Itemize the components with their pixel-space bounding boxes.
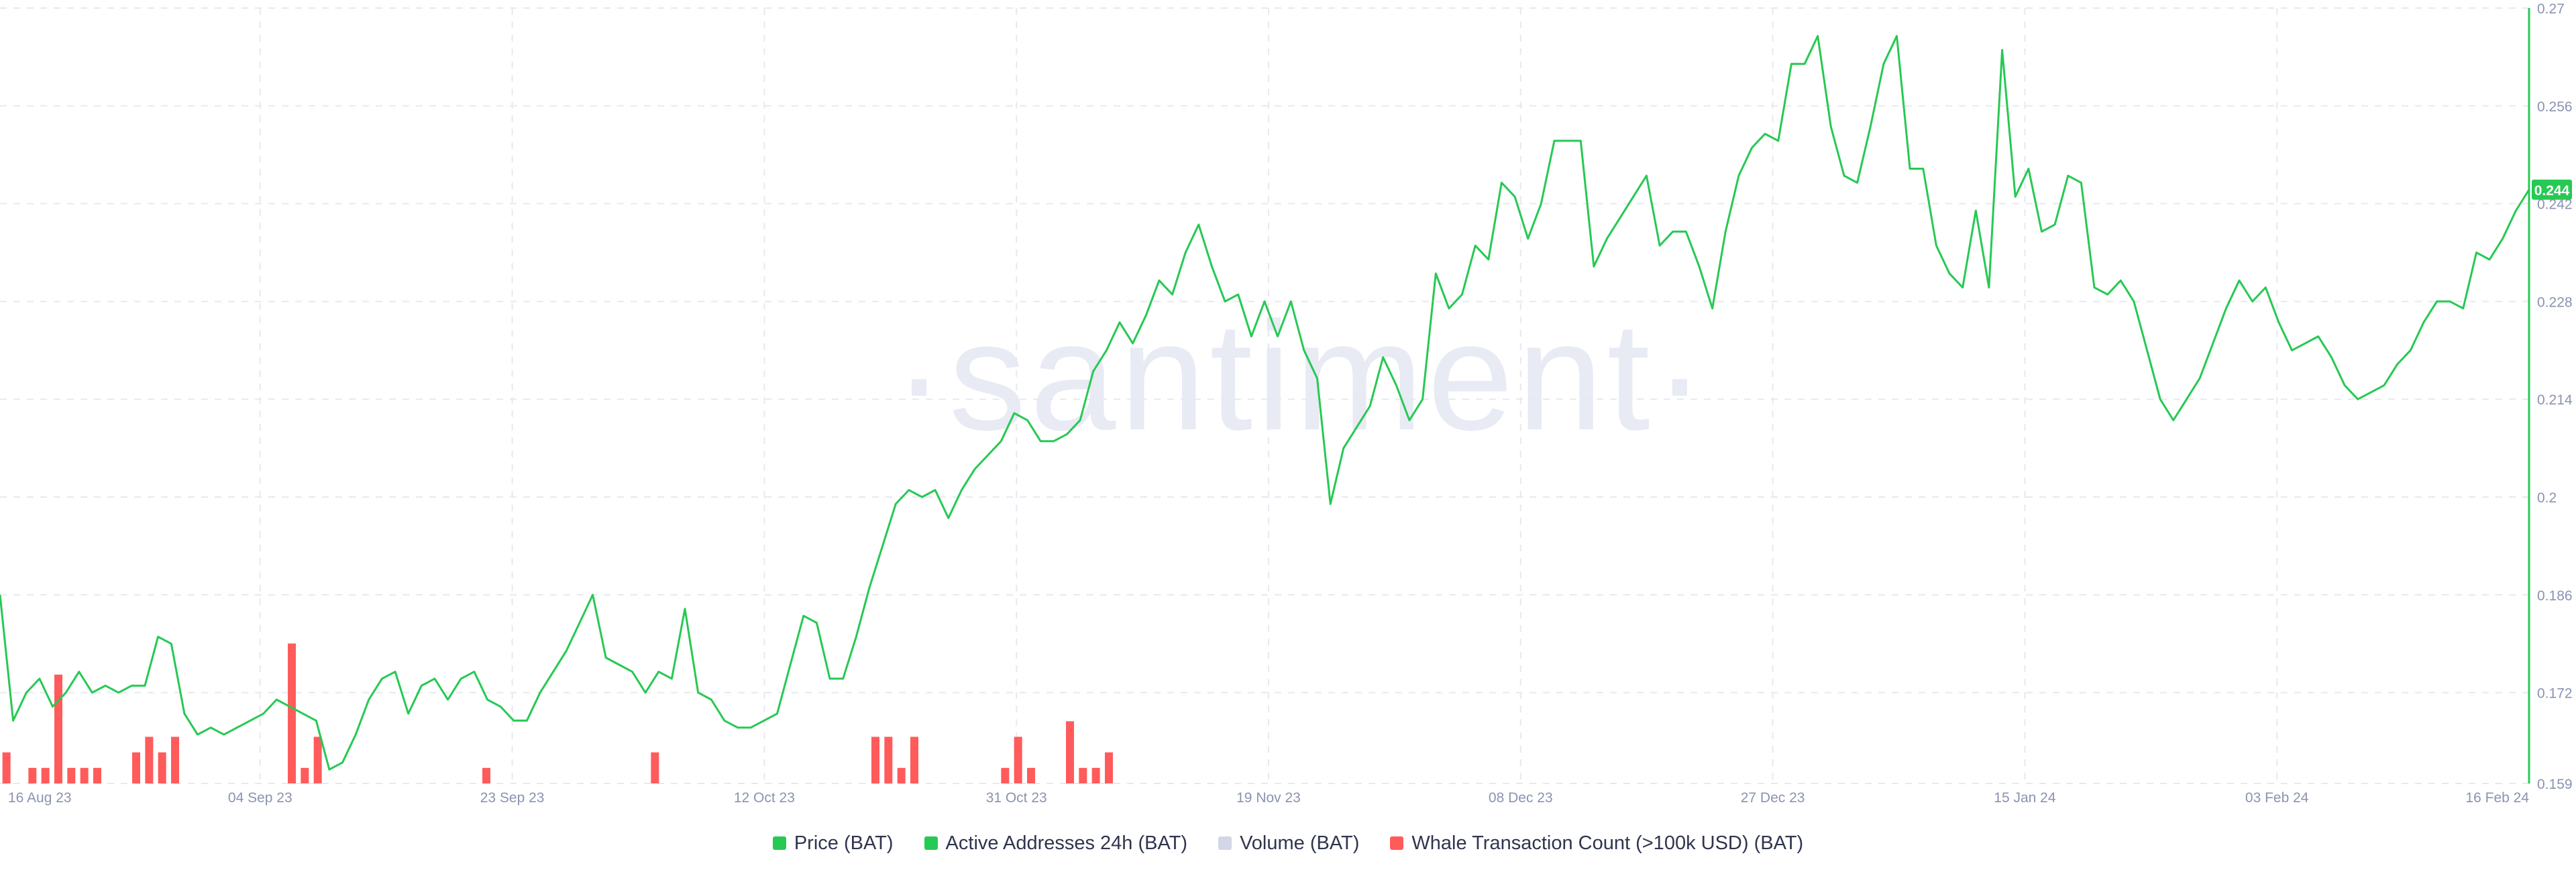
whale-bar [41, 767, 50, 783]
whale-bar [313, 737, 322, 783]
whale-bar [145, 737, 154, 783]
y-tick-label: 0.242 [2537, 197, 2573, 213]
legend-label-price: Price (BAT) [794, 832, 894, 854]
y-tick-label: 0.172 [2537, 686, 2573, 702]
legend-swatch-volume [1218, 836, 1232, 850]
chart-svg: ·santiment· 0.159 0.172 0.186 0.2 0.214 0.228 0… [0, 1, 2573, 806]
legend-item-whale[interactable]: Whale Transaction Count (>100k USD) (BAT… [1390, 832, 1803, 855]
legend-label-active-addresses: Active Addresses 24h (BAT) [945, 832, 1188, 854]
y-tick-label: 0.2 [2537, 490, 2557, 506]
legend: Price (BAT) Active Addresses 24h (BAT) V… [0, 826, 2576, 860]
y-tick-label: 0.228 [2537, 294, 2573, 310]
whale-bar [301, 767, 309, 783]
whale-bar [80, 767, 89, 783]
watermark: ·santiment· [894, 290, 1709, 462]
legend-item-active-addresses[interactable]: Active Addresses 24h (BAT) [924, 832, 1188, 855]
whale-bar [884, 737, 893, 783]
whale-bar [1001, 767, 1010, 783]
y-tick-label: 0.256 [2537, 99, 2573, 115]
x-tick-label: 15 Jan 24 [1994, 790, 2056, 806]
whale-bar [871, 737, 879, 783]
price-line [0, 35, 2530, 771]
y-tick-label: 0.27 [2537, 1, 2565, 17]
legend-swatch-active-addresses [924, 836, 938, 850]
last-price-label: 0.244 [2534, 183, 2570, 199]
x-tick-label: 08 Dec 23 [1489, 790, 1553, 806]
legend-swatch-price [772, 836, 786, 850]
y-tick-label: 0.159 [2537, 777, 2573, 792]
whale-bar [132, 752, 140, 783]
x-tick-label: 03 Feb 24 [2245, 790, 2309, 806]
whale-bar [897, 767, 906, 783]
y-tick-label: 0.214 [2537, 392, 2573, 408]
y-tick-label: 0.186 [2537, 588, 2573, 604]
x-tick-label: 27 Dec 23 [1741, 790, 1805, 806]
x-tick-label: 12 Oct 23 [734, 790, 795, 806]
legend-item-price[interactable]: Price (BAT) [772, 832, 894, 855]
legend-label-volume: Volume (BAT) [1240, 832, 1360, 854]
x-tick-label: 19 Nov 23 [1236, 790, 1301, 806]
whale-bar [1027, 767, 1035, 783]
legend-item-volume[interactable]: Volume (BAT) [1218, 832, 1359, 855]
x-tick-label: 16 Feb 24 [2465, 790, 2529, 806]
whale-bar [651, 752, 659, 783]
whale-bar [93, 767, 101, 783]
whale-bar [54, 674, 62, 783]
x-tick-label: 16 Aug 23 [8, 790, 72, 806]
whale-bar [482, 767, 490, 783]
whale-bar [28, 767, 37, 783]
x-tick-label: 23 Sep 23 [480, 790, 545, 806]
whale-bar [2, 752, 11, 783]
whale-bar [288, 643, 296, 783]
whale-bar [158, 752, 166, 783]
last-price-badge [2532, 179, 2572, 200]
whale-bar [910, 737, 918, 783]
x-tick-label: 31 Oct 23 [986, 790, 1047, 806]
whale-bar [1066, 721, 1074, 783]
whale-bar [1105, 752, 1113, 783]
x-tick-label: 04 Sep 23 [228, 790, 292, 806]
whale-bar [1014, 737, 1022, 783]
whale-bar [171, 737, 179, 783]
legend-swatch-whale [1390, 836, 1404, 850]
whale-bar [1079, 767, 1087, 783]
whale-bar [1091, 767, 1100, 783]
legend-label-whale: Whale Transaction Count (>100k USD) (BAT… [1411, 832, 1804, 854]
whale-bar [67, 767, 76, 783]
